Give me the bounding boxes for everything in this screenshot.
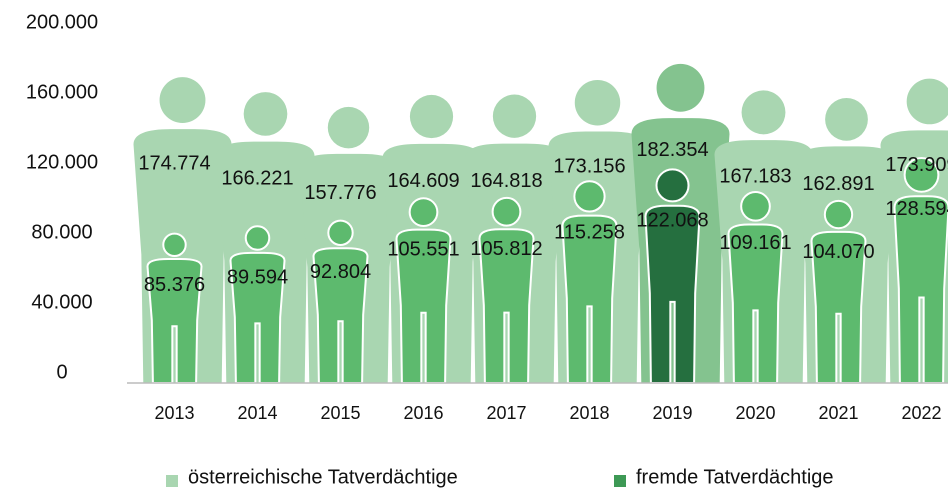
foreign-figure bbox=[893, 156, 948, 384]
x-tick-label: 2013 bbox=[154, 403, 194, 423]
x-tick-label: 2021 bbox=[818, 403, 858, 423]
legend-swatch bbox=[614, 475, 626, 487]
foreign-figure bbox=[810, 199, 867, 384]
value-label: 122.068 bbox=[636, 210, 708, 232]
x-tick-label: 2019 bbox=[652, 403, 692, 423]
x-tick-label: 2018 bbox=[569, 403, 609, 423]
y-tick-label: 0 bbox=[56, 361, 67, 383]
x-tick-label: 2022 bbox=[901, 403, 941, 423]
value-label: 128.594 bbox=[885, 198, 948, 220]
value-label: 174.774 bbox=[138, 152, 210, 174]
value-label: 173.909 bbox=[885, 154, 948, 176]
value-label: 115.258 bbox=[554, 222, 625, 244]
value-label: 89.594 bbox=[227, 266, 288, 288]
y-tick-label: 200.000 bbox=[26, 11, 98, 33]
foreign-figure bbox=[146, 232, 203, 384]
foreign-figure bbox=[561, 180, 618, 384]
x-tick-label: 2020 bbox=[735, 403, 775, 423]
x-tick-label: 2017 bbox=[486, 403, 526, 423]
y-tick-label: 80.000 bbox=[31, 221, 92, 243]
foreign-figure bbox=[395, 197, 452, 384]
foreign-figure bbox=[229, 225, 286, 384]
value-label: 173.156 bbox=[553, 155, 625, 177]
y-tick-label: 40.000 bbox=[31, 291, 92, 313]
foreign-figure bbox=[478, 196, 535, 384]
value-label: 92.804 bbox=[310, 261, 371, 283]
value-label: 162.891 bbox=[802, 173, 874, 195]
x-tick-label: 2016 bbox=[403, 403, 443, 423]
value-label: 105.551 bbox=[387, 239, 459, 261]
legend-swatch bbox=[166, 475, 178, 487]
value-label: 157.776 bbox=[304, 182, 376, 204]
value-label: 167.183 bbox=[719, 166, 791, 188]
value-label: 105.812 bbox=[470, 238, 542, 260]
value-label: 166.221 bbox=[221, 167, 293, 189]
legend-label: österreichische Tatverdächtige bbox=[188, 466, 458, 488]
foreign-figure bbox=[727, 190, 784, 384]
y-tick-label: 160.000 bbox=[26, 81, 98, 103]
foreign-figure bbox=[644, 168, 701, 384]
value-label: 164.818 bbox=[470, 170, 542, 192]
value-label: 164.609 bbox=[387, 170, 459, 192]
value-label: 182.354 bbox=[636, 139, 708, 161]
marks bbox=[133, 63, 948, 384]
legend-label: fremde Tatverdächtige bbox=[636, 466, 834, 488]
value-label: 85.376 bbox=[144, 274, 205, 296]
value-label: 104.070 bbox=[802, 241, 874, 263]
y-tick-label: 120.000 bbox=[26, 151, 98, 173]
value-label: 109.161 bbox=[719, 232, 791, 254]
x-tick-label: 2015 bbox=[320, 403, 360, 423]
x-tick-label: 2014 bbox=[237, 403, 277, 423]
foreign-figure bbox=[312, 219, 369, 384]
